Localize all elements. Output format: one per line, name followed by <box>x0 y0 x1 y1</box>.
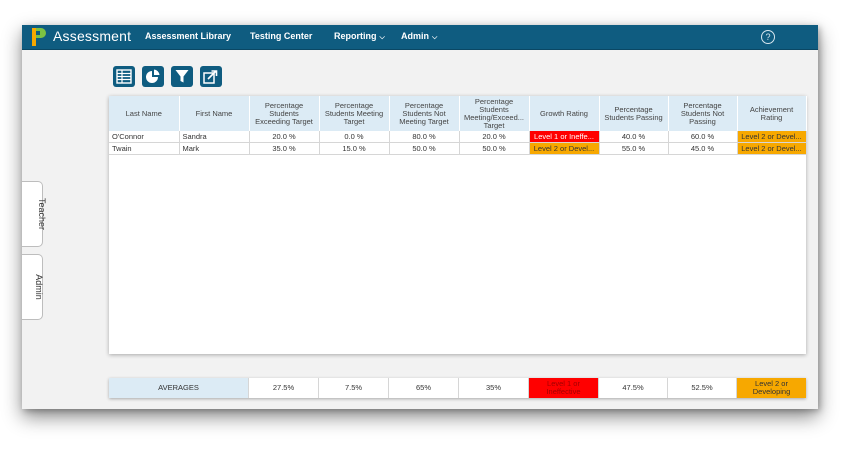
nav-admin[interactable]: Admin ⌵ <box>401 31 438 41</box>
avg-not-passing: 52.5% <box>668 378 737 398</box>
cell-last-name: O'Connor <box>109 131 180 143</box>
column-header-exceeding-target[interactable]: Percentage Students Exceeding Target <box>249 96 320 131</box>
cell-first-name: Sandra <box>179 131 250 143</box>
avg-meeting-exceeding-target: 35% <box>459 378 529 398</box>
cell-exceeding-target: 20.0 % <box>249 131 320 143</box>
column-header-not-passing[interactable]: Percentage Students Not Passing <box>668 96 738 131</box>
help-icon[interactable]: ? <box>761 30 775 44</box>
cell-meeting-exceeding-target: 50.0 % <box>459 142 530 155</box>
cell-last-name: Twain <box>109 142 180 155</box>
cell-not-passing: 60.0 % <box>668 131 738 143</box>
filter-button[interactable] <box>171 66 193 87</box>
cell-not-meeting-target: 80.0 % <box>389 131 460 143</box>
nav-assessment-library[interactable]: Assessment Library <box>145 31 232 41</box>
report-table: Last Name First Name Percentage Students… <box>109 96 807 155</box>
cell-not-meeting-target: 50.0 % <box>389 142 460 155</box>
app-title: Assessment <box>53 28 132 44</box>
averages-label: AVERAGES <box>109 378 249 398</box>
report-grid: Last Name First Name Percentage Students… <box>109 96 807 354</box>
column-header-meeting-exceeding-target[interactable]: Percentage Students Meeting/Exceed... Ta… <box>459 96 530 131</box>
chevron-down-icon: ⌵ <box>379 34 385 41</box>
table-row[interactable]: O'Connor Sandra 20.0 % 0.0 % 80.0 % 20.0… <box>109 131 807 143</box>
avg-growth-rating: Level 1 or Ineffective <box>529 378 599 398</box>
chart-view-button[interactable] <box>142 66 164 87</box>
avg-passing: 47.5% <box>599 378 668 398</box>
cell-achievement-rating: Level 2 or Devel... <box>737 131 807 143</box>
table-header-row: Last Name First Name Percentage Students… <box>109 96 807 131</box>
side-tab-admin[interactable]: Admin <box>22 254 44 320</box>
app-logo-icon <box>32 28 46 46</box>
grid-view-icon <box>116 69 132 84</box>
export-button[interactable] <box>200 66 222 87</box>
app-window: Assessment Assessment Library Testing Ce… <box>22 25 818 409</box>
side-tab-teacher[interactable]: Teacher <box>22 181 47 247</box>
cell-meeting-target: 15.0 % <box>319 142 390 155</box>
avg-achievement-rating: Level 2 or Developing <box>737 378 806 398</box>
pie-chart-icon <box>146 69 160 83</box>
cell-meeting-exceeding-target: 20.0 % <box>459 131 530 143</box>
nav-reporting[interactable]: Reporting ⌵ <box>334 31 385 41</box>
column-header-first-name[interactable]: First Name <box>179 96 250 131</box>
column-header-meeting-target[interactable]: Percentage Students Meeting Target <box>319 96 390 131</box>
column-header-achievement-rating[interactable]: Achievement Rating <box>737 96 807 131</box>
cell-first-name: Mark <box>179 142 250 155</box>
column-header-not-meeting-target[interactable]: Percentage Students Not Meeting Target <box>389 96 460 131</box>
top-nav-bar: Assessment Assessment Library Testing Ce… <box>22 25 818 50</box>
avg-exceeding-target: 27.5% <box>249 378 319 398</box>
cell-not-passing: 45.0 % <box>668 142 738 155</box>
column-header-growth-rating[interactable]: Growth Rating <box>529 96 600 131</box>
filter-icon <box>175 70 189 83</box>
averages-row: AVERAGES 27.5% 7.5% 65% 35% Level 1 or I… <box>109 378 806 398</box>
nav-testing-center[interactable]: Testing Center <box>250 31 313 41</box>
cell-passing: 55.0 % <box>599 142 669 155</box>
cell-achievement-rating: Level 2 or Devel... <box>737 142 807 155</box>
cell-passing: 40.0 % <box>599 131 669 143</box>
cell-growth-rating: Level 1 or Ineffe... <box>529 131 600 143</box>
chevron-down-icon: ⌵ <box>432 34 438 41</box>
column-header-last-name[interactable]: Last Name <box>109 96 180 131</box>
cell-meeting-target: 0.0 % <box>319 131 390 143</box>
cell-exceeding-target: 35.0 % <box>249 142 320 155</box>
avg-not-meeting-target: 65% <box>389 378 459 398</box>
cell-growth-rating: Level 2 or Devel... <box>529 142 600 155</box>
export-icon <box>203 70 218 84</box>
grid-view-button[interactable] <box>113 66 135 87</box>
table-row[interactable]: Twain Mark 35.0 % 15.0 % 50.0 % 50.0 % L… <box>109 142 807 155</box>
column-header-passing[interactable]: Percentage Students Passing <box>599 96 669 131</box>
avg-meeting-target: 7.5% <box>319 378 389 398</box>
